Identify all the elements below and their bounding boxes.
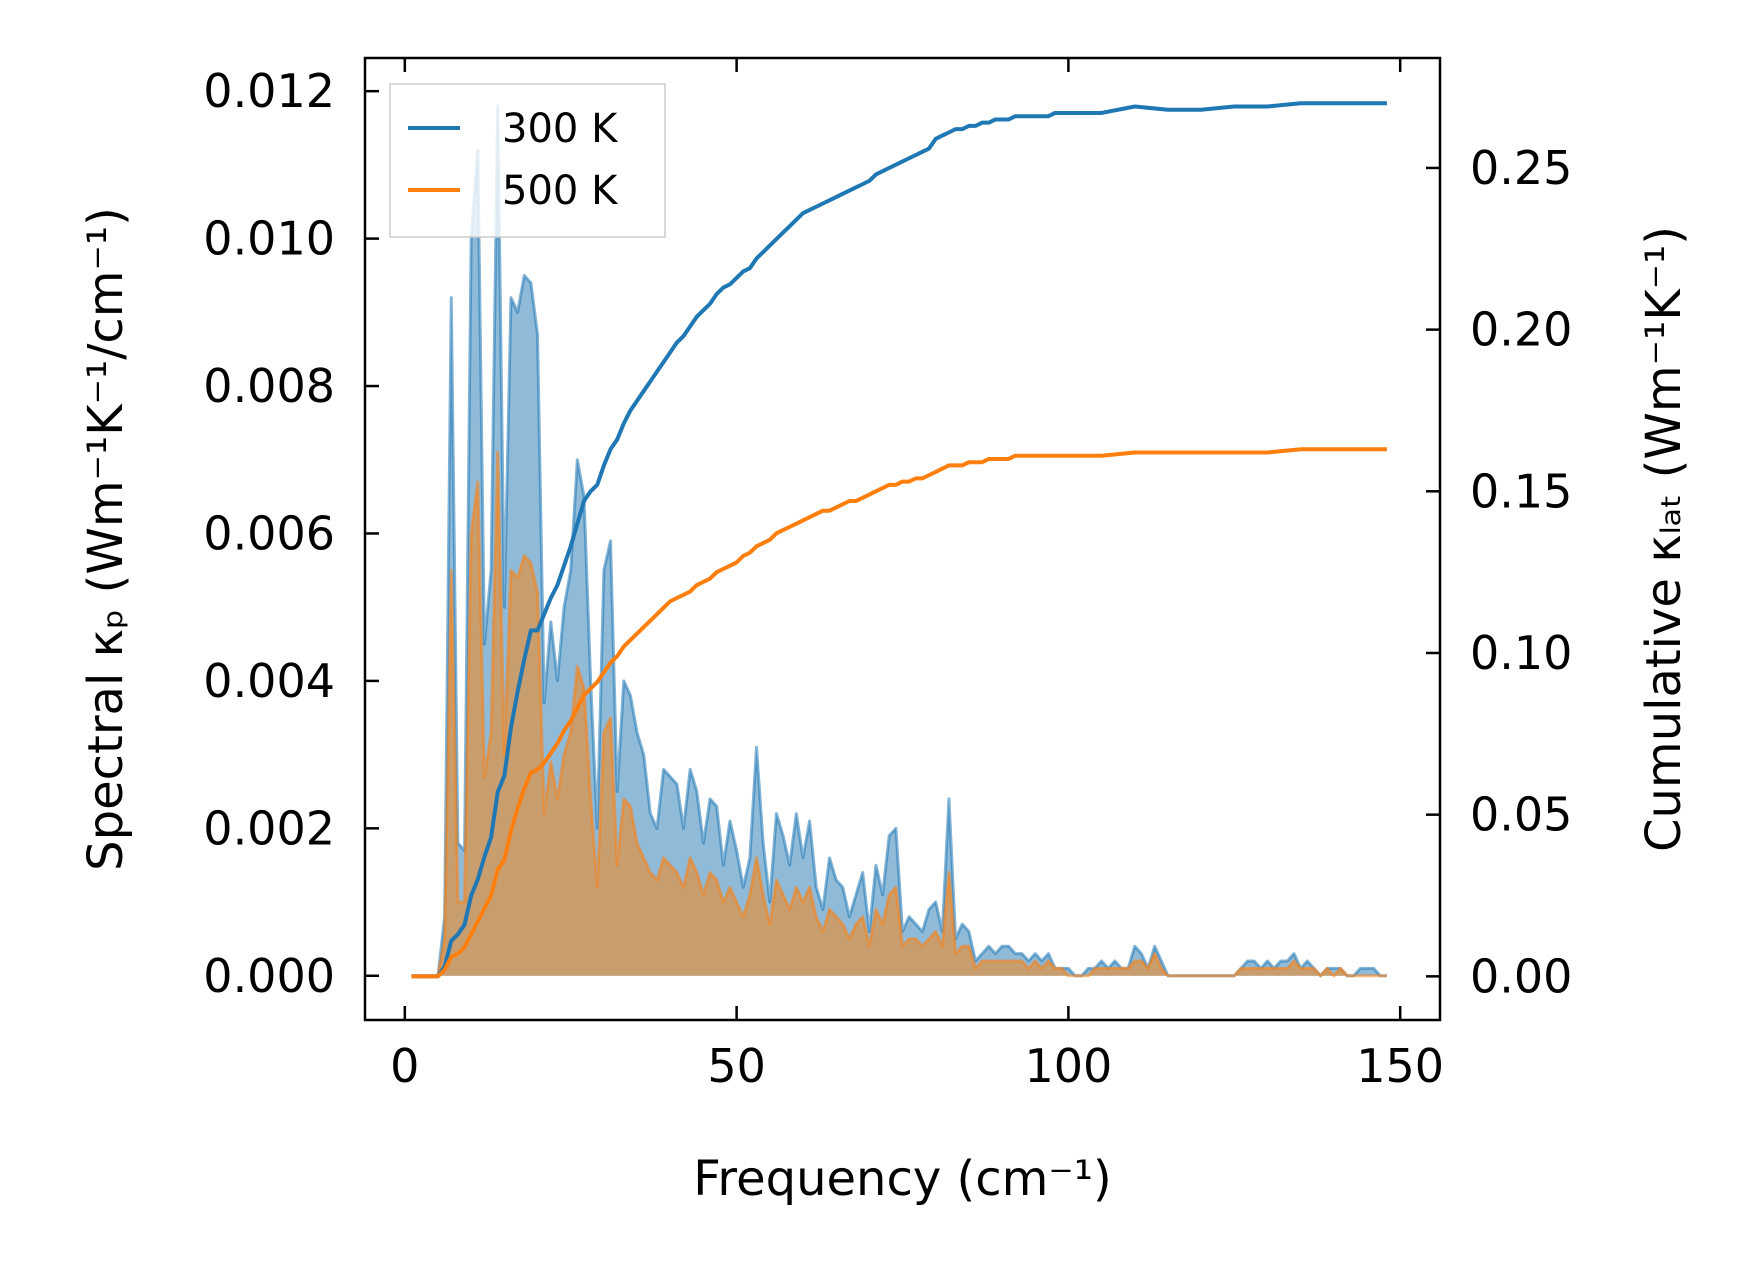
y-right-tick-label: 0.05: [1470, 788, 1572, 842]
plot-area: [411, 101, 1387, 979]
x-tick-label: 150: [1356, 1039, 1444, 1093]
y-left-tick-label: 0.010: [203, 212, 335, 266]
y-right-tick-label: 0.15: [1470, 464, 1572, 518]
y-right-tick-label: 0.10: [1470, 626, 1572, 680]
spectral-line-500-k: [411, 450, 1387, 978]
y-left-tick-label: 0.004: [203, 654, 335, 708]
legend-box: [389, 83, 666, 238]
y-left-tick-label: 0.006: [203, 506, 335, 560]
cumulative-line-300-k: [411, 101, 1387, 979]
y-left-tick-label: 0.012: [203, 64, 335, 118]
y-right-axis-label: Cumulative κₗₐₜ (Wm⁻¹K⁻¹): [1636, 226, 1692, 852]
y-right-tick-label: 0.20: [1470, 303, 1572, 357]
x-tick-label: 0: [390, 1039, 419, 1093]
y-right-tick-label: 0.25: [1470, 141, 1572, 195]
legend-label-300-k: 300 K: [502, 106, 619, 152]
y-left-tick-label: 0.002: [203, 801, 335, 855]
legend: 300 K 500 K: [389, 83, 666, 238]
y-left-axis-label: Spectral κₚ (Wm⁻¹K⁻¹/cm⁻¹): [78, 207, 134, 871]
plot-frame: [363, 56, 1442, 1022]
x-axis-label: Frequency (cm⁻¹): [693, 1151, 1111, 1207]
spectral-fill-500-k: [411, 452, 1387, 976]
x-tick-label: 100: [1024, 1039, 1112, 1093]
axes: 0 50 100 150 0.000 0.002 0.004 0.006 0.008 0.010 0…: [78, 56, 1692, 1207]
y-left-tick-label: 0.000: [203, 949, 335, 1003]
y-right-tick-label: 0.00: [1470, 949, 1572, 1003]
cumulative-line-500-k: [411, 447, 1387, 979]
y-left-tick-label: 0.008: [203, 359, 335, 413]
x-tick-label: 50: [707, 1039, 766, 1093]
legend-label-500-k: 500 K: [502, 168, 619, 214]
